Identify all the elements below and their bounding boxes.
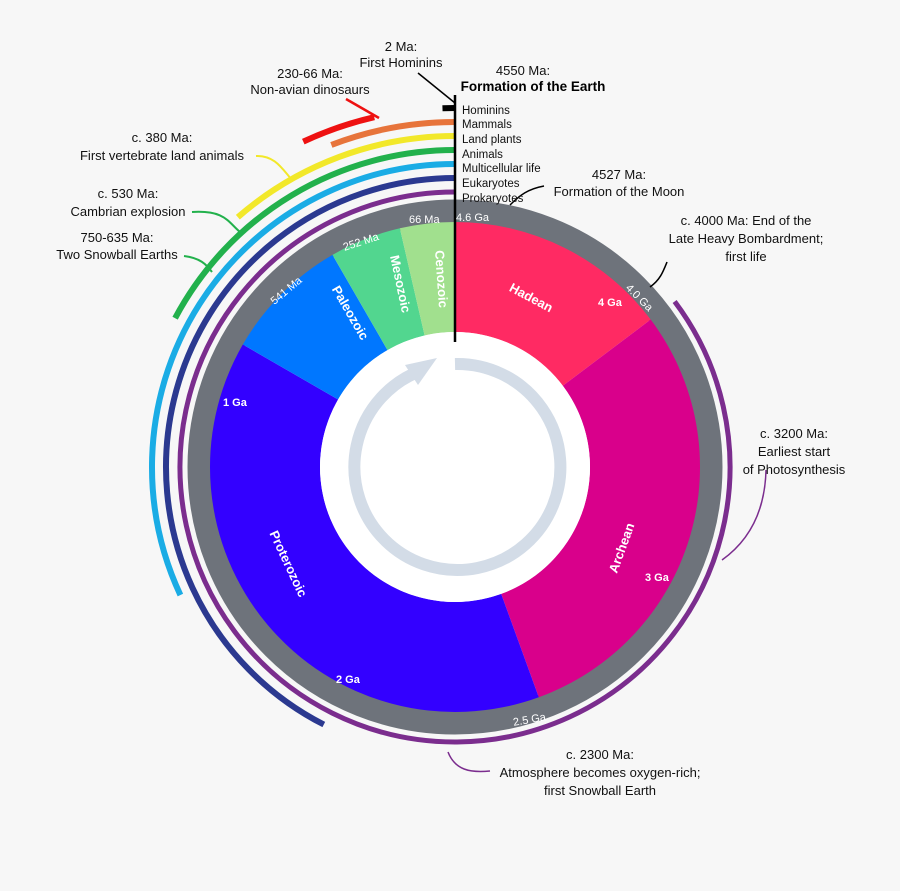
leader-photosynthesis: [721, 469, 767, 561]
annotation-bombardment-line3: first life: [725, 249, 766, 264]
ga-label-3: 3 Ga: [645, 572, 670, 584]
ring-label-animals: Animals: [462, 149, 503, 161]
eon-sector-proterozoic: [210, 344, 539, 712]
annotation-dinosaurs-text: Non-avian dinosaurs: [250, 82, 370, 97]
life-ring-labels: Hominins Mammals Land plants Animals Mul…: [462, 105, 541, 205]
annotation-bombardment-line2: Late Heavy Bombardment;: [669, 231, 824, 246]
leader-dinosaurs: [345, 97, 380, 120]
dinosaur-arc: [302, 114, 375, 145]
ring-label-land-plants: Land plants: [462, 134, 522, 146]
annotation-oxygen-line2: Atmosphere becomes oxygen-rich;: [500, 765, 701, 780]
annotation-hominins-text: First Hominins: [359, 55, 443, 70]
life-ring-animals: [172, 147, 456, 320]
annotation-snowball-date: 750-635 Ma:: [81, 230, 154, 245]
leader-snowball: [183, 255, 213, 273]
annotation-oxygen-line3: first Snowball Earth: [544, 783, 656, 798]
tick-66-ma: 66 Ma: [409, 214, 440, 226]
annotation-land-animals-date: c. 380 Ma:: [132, 130, 193, 145]
title-date: 4550 Ma:: [496, 63, 550, 78]
annotation-moon-text: Formation of the Moon: [554, 184, 685, 199]
clockwise-arrow-icon: [348, 357, 567, 576]
leader-cambrian: [191, 210, 241, 233]
annotation-photosynthesis-line3: of Photosynthesis: [743, 462, 846, 477]
annotation-bombardment-line1: c. 4000 Ma: End of the: [681, 213, 812, 228]
eon-sector-cenozoic: [399, 222, 455, 336]
ring-label-eukaryotes: Eukaryotes: [462, 178, 520, 190]
life-ring-multicellular-life: [149, 161, 456, 597]
annotation-land-animals-text: First vertebrate land animals: [80, 148, 245, 163]
inner-disc: [320, 332, 590, 602]
diagram-title: Formation of the Earth: [461, 79, 606, 94]
ga-label-4: 4 Ga: [598, 297, 623, 309]
ga-label-2: 2 Ga: [336, 674, 361, 686]
annotation-photosynthesis-line2: Earliest start: [758, 444, 831, 459]
eon-sector-hadean: [455, 222, 651, 386]
tick-4-6-ga: 4.6 Ga: [456, 212, 490, 224]
eon-label-cenozoic: Cenozoic: [432, 250, 451, 309]
tick-2-5-ga: 2.5 Ga: [512, 711, 547, 729]
annotation-oxygen-date: c. 2300 Ma:: [566, 747, 634, 762]
leader-oxygen: [447, 751, 491, 773]
eon-sector-archean: [501, 319, 701, 698]
life-ring-land-plants: [235, 133, 456, 220]
eon-sector-paleozoic: [242, 254, 388, 400]
annotation-hominins-date: 2 Ma:: [385, 39, 418, 54]
ring-label-hominins: Hominins: [462, 105, 510, 117]
leader-lines: [183, 72, 767, 773]
life-rings: [149, 105, 733, 745]
life-ring-mammals: [330, 119, 456, 148]
leader-moon: [509, 185, 545, 206]
life-ring-eukaryotes: [163, 175, 456, 728]
life-ring-prokaryotes: [177, 189, 733, 745]
annotation-cambrian-text: Cambrian explosion: [71, 204, 186, 219]
leader-bombardment: [649, 261, 668, 288]
leader-hominins: [417, 72, 456, 104]
eon-sector-mesozoic: [332, 228, 425, 351]
annotation-cambrian-date: c. 530 Ma:: [98, 186, 159, 201]
ring-label-prokaryotes: Prokaryotes: [462, 193, 524, 205]
annotation-photosynthesis-date: c. 3200 Ma:: [760, 426, 828, 441]
annotation-snowball-text: Two Snowball Earths: [56, 247, 178, 262]
leader-land-animals: [255, 154, 293, 181]
ring-label-mammals: Mammals: [462, 119, 512, 131]
annotation-dinosaurs-date: 230-66 Ma:: [277, 66, 343, 81]
ga-label-1: 1 Ga: [223, 397, 248, 409]
arrow-head-icon: [405, 358, 437, 385]
annotation-moon-date: 4527 Ma:: [592, 167, 646, 182]
eon-sectors: [210, 222, 701, 712]
ring-label-multicellular: Multicellular life: [462, 163, 541, 175]
